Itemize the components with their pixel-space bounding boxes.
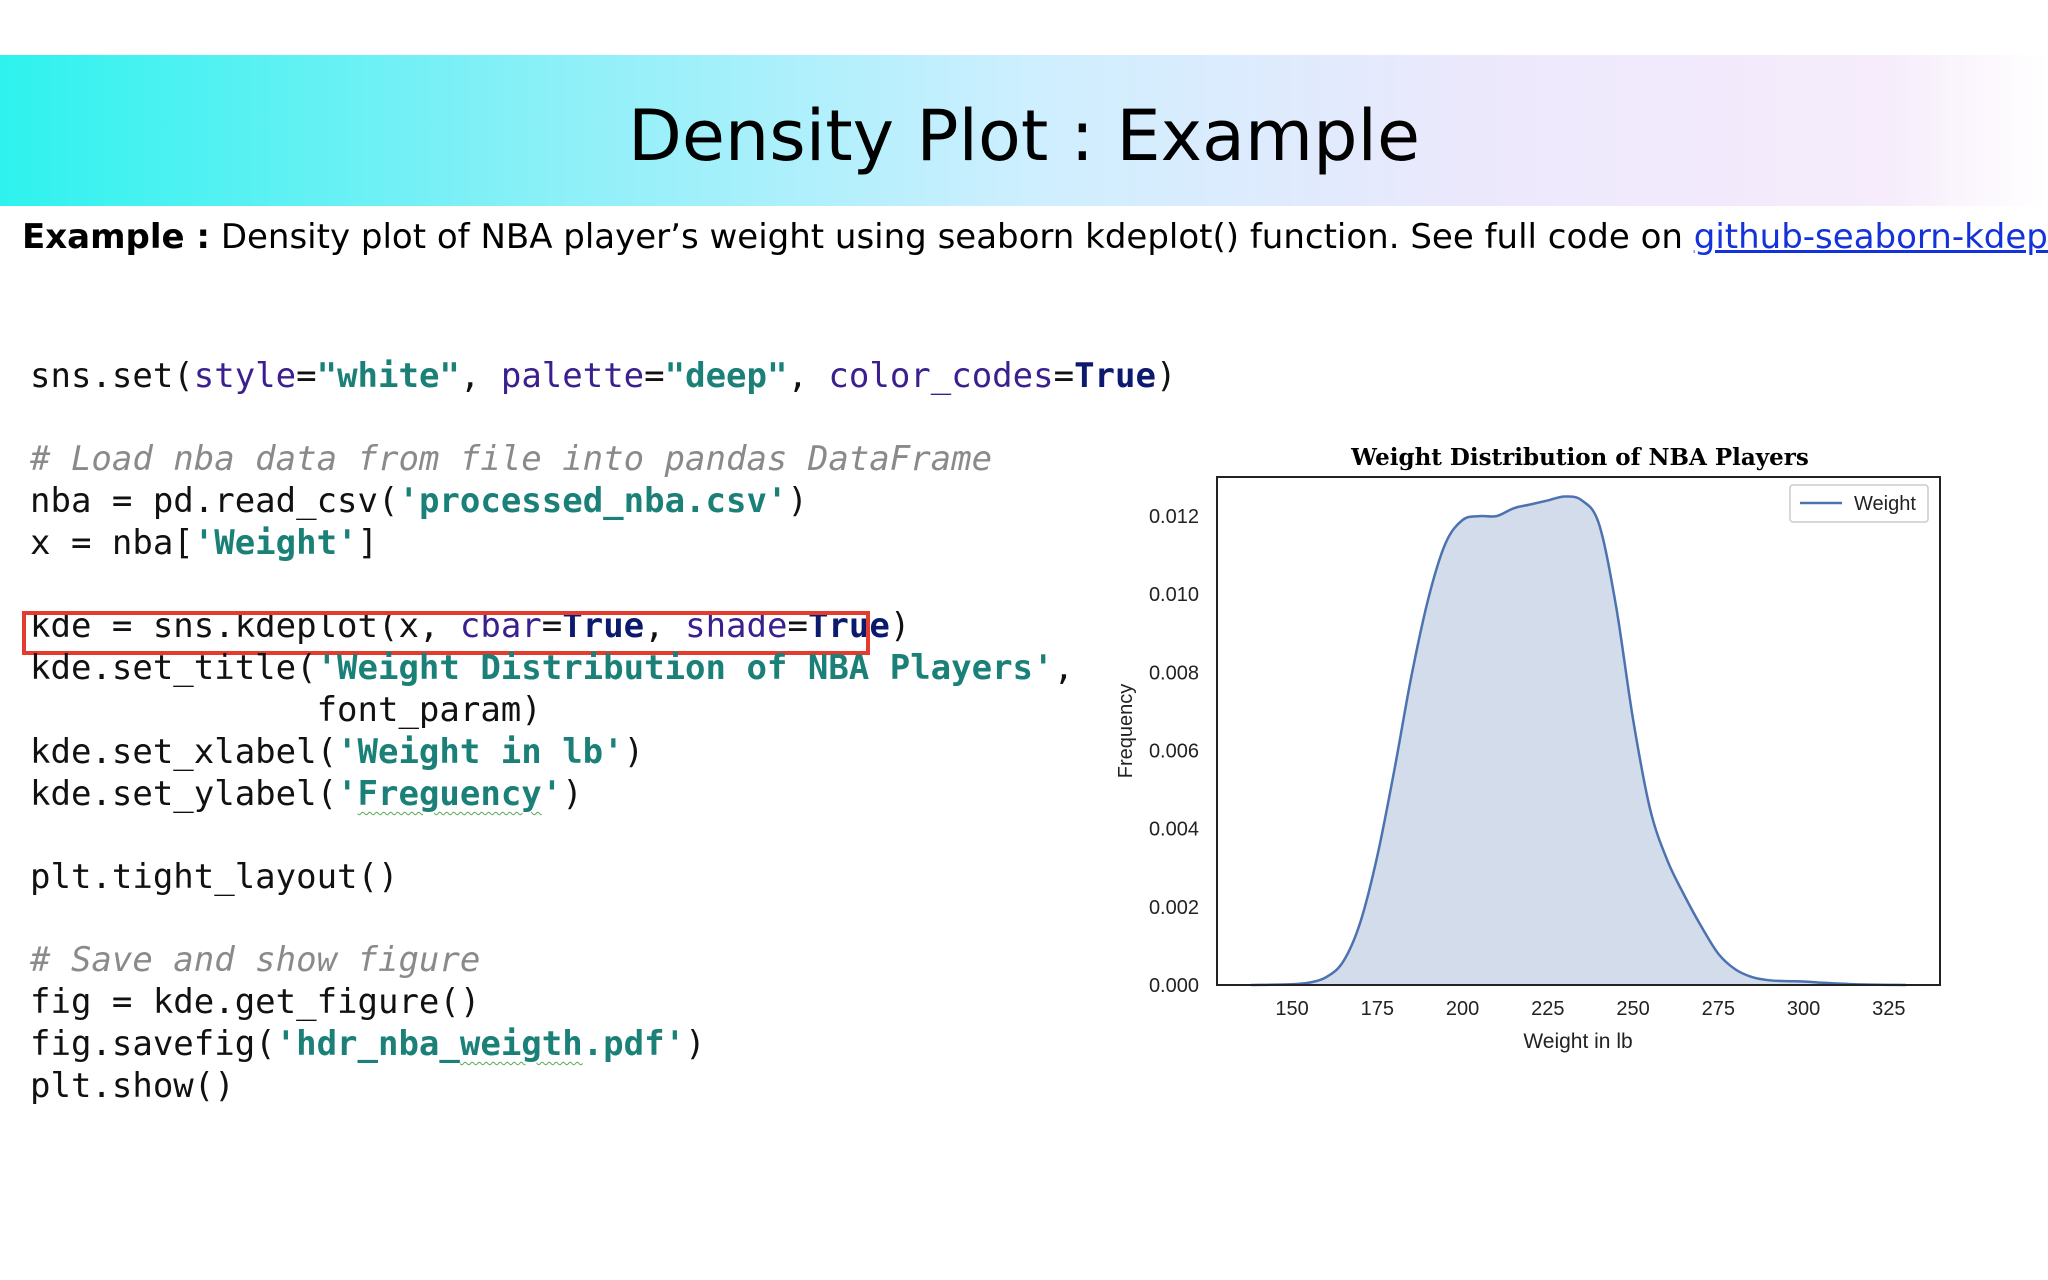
x-tick-label: 275	[1702, 998, 1735, 1020]
code-line-set-title: kde.set_title('Weight Distribution of NB…	[30, 648, 1074, 688]
x-tick-label: 225	[1531, 998, 1564, 1020]
title-banner	[0, 55, 2048, 206]
code-comment-load: # Load nba data from file into pandas Da…	[30, 439, 993, 479]
chart-ylabel: Frequency	[1115, 684, 1137, 779]
chart-svg: Weight Distribution of NBA Players Frequ…	[1115, 444, 1941, 1053]
code-line-savefig: fig.savefig('hdr_nba_weigth.pdf')	[30, 1024, 706, 1064]
x-tick-label: 175	[1361, 998, 1394, 1020]
chart-legend: Weight	[1789, 484, 1929, 523]
code-line-read-csv: nba = pd.read_csv('processed_nba.csv')	[30, 481, 808, 521]
chart-xlabel: Weight in lb	[1523, 1030, 1632, 1053]
plot-frame	[1216, 476, 1941, 986]
chart-title: Weight Distribution of NBA Players	[1350, 444, 1809, 471]
code-line-get-figure: fig = kde.get_figure()	[30, 982, 481, 1022]
intro-label: Example :	[22, 217, 211, 257]
x-tick-label: 150	[1275, 998, 1308, 1020]
legend-label: Weight	[1854, 493, 1916, 515]
x-tick-label: 300	[1787, 998, 1820, 1020]
slide-title: Density Plot : Example	[627, 95, 1421, 177]
y-tick-label: 0.012	[1149, 506, 1199, 528]
code-line-show: plt.show()	[30, 1066, 235, 1106]
y-tick-label: 0.000	[1149, 975, 1199, 997]
code-line-sns-set: sns.set(style="white", palette="deep", c…	[30, 356, 1177, 396]
intro-text: Example : Density plot of NBA player’s w…	[22, 217, 2048, 257]
density-plot: Weight Distribution of NBA Players Frequ…	[1100, 430, 1980, 1085]
y-tick-label: 0.004	[1149, 819, 1199, 841]
x-tick-label: 250	[1616, 998, 1649, 1020]
x-tick-label: 325	[1872, 998, 1905, 1020]
code-comment-save: # Save and show figure	[30, 940, 481, 980]
y-tick-label: 0.006	[1149, 741, 1199, 763]
density-area	[1251, 496, 1906, 985]
code-line-tight-layout: plt.tight_layout()	[30, 857, 399, 897]
code-line-font-param: font_param)	[30, 690, 542, 730]
code-line-x: x = nba['Weight']	[30, 523, 379, 563]
y-tick-label: 0.010	[1149, 584, 1199, 606]
intro-description: Density plot of NBA player’s weight usin…	[210, 217, 1694, 257]
github-link[interactable]: github-seaborn-kdeplot	[1693, 217, 2048, 257]
y-tick-label: 0.002	[1149, 897, 1199, 919]
code-line-set-ylabel: kde.set_ylabel('Freguency')	[30, 774, 583, 814]
density-line	[1251, 495, 1906, 987]
legend-box	[1789, 484, 1929, 523]
code-line-set-xlabel: kde.set_xlabel('Weight in lb')	[30, 732, 645, 772]
highlight-box	[22, 611, 870, 655]
y-tick-label: 0.008	[1149, 662, 1199, 684]
x-tick-label: 200	[1446, 998, 1479, 1020]
